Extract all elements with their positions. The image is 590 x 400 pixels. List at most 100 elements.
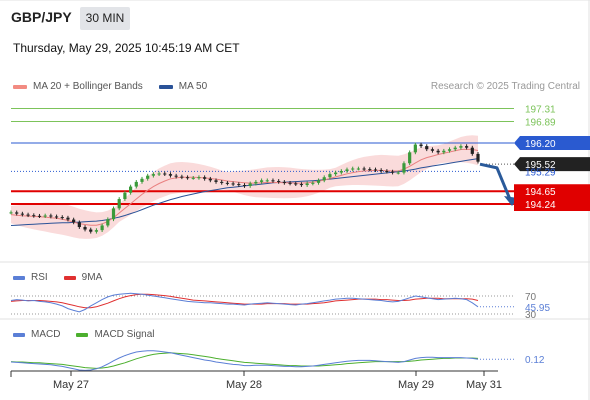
level-label-196.89: 196.89 [525, 118, 556, 129]
candle-body [37, 215, 42, 217]
candle-body [197, 177, 201, 179]
candle-body [299, 184, 304, 186]
level-tag-target [514, 197, 590, 211]
candle-body [151, 174, 155, 176]
ma20-line [10, 148, 479, 226]
candle-body [356, 168, 361, 170]
candle-body [203, 177, 207, 179]
candle-body [146, 175, 150, 179]
candle-body [442, 150, 446, 153]
legend-label: MA 20 + Bollinger Bands [33, 81, 143, 92]
legend-label: MACD [31, 329, 61, 340]
candle-body [339, 171, 343, 173]
candle-body [282, 181, 286, 183]
candle-body [180, 176, 184, 178]
candle-body [254, 181, 258, 184]
candle-body [385, 171, 389, 173]
candle-body [191, 177, 195, 179]
legend-item-macd: MACD [13, 329, 60, 340]
candle-body [94, 230, 99, 232]
candle-body [83, 227, 87, 230]
candle-body [174, 175, 178, 177]
candle-body [72, 219, 76, 223]
candle-body [26, 214, 30, 216]
candle-body [248, 183, 252, 186]
candle-body [259, 180, 264, 182]
candle-body [54, 216, 59, 218]
candle-body [157, 173, 161, 175]
level-label-197.31: 197.31 [525, 104, 556, 115]
legend-item-9ma: 9MA [63, 272, 103, 283]
candle-body [32, 215, 36, 217]
level-label-194.65: 194.65 [525, 187, 556, 198]
candle-body [43, 215, 47, 217]
legend-swatch [158, 84, 173, 89]
candle-body [345, 169, 349, 172]
candle-body [311, 182, 315, 184]
candle-body [430, 149, 435, 151]
candle-body [322, 177, 326, 181]
candle-body [368, 169, 372, 171]
candle-body [168, 174, 173, 176]
candle-body [60, 217, 64, 219]
candle-body [15, 212, 19, 214]
candle-body [470, 147, 474, 154]
candle-body [225, 182, 230, 184]
candle-body [140, 178, 144, 182]
candle-body [100, 225, 104, 231]
candle-body [413, 144, 417, 153]
rsi-label-70: 70 [525, 292, 537, 303]
candle-body [208, 178, 212, 181]
candle-body [351, 168, 355, 170]
x-tick-label: May 31 [466, 379, 502, 391]
candle-body [89, 229, 93, 232]
candle-body [117, 199, 121, 209]
legend-item-macd-signal: MACD Signal [76, 329, 154, 340]
legend-item-rsi: RSI [13, 272, 48, 283]
candle-body [237, 184, 241, 186]
level-label-195.29: 195.29 [525, 167, 556, 178]
legend-swatch [76, 332, 89, 337]
candle-body [123, 192, 127, 200]
level-tag-pivot [514, 136, 590, 150]
x-tick-label: May 28 [226, 379, 262, 391]
candle-body [425, 146, 429, 150]
timeframe-button[interactable]: 30 MIN [80, 7, 130, 30]
candle-body [220, 181, 224, 183]
candle-body [459, 146, 463, 148]
candle-body [49, 215, 53, 217]
rsi-current-label: 45.95 [525, 303, 550, 314]
level-label-196.20: 196.20 [525, 139, 556, 150]
candle-body [362, 168, 366, 170]
level-label-195.52: 195.52 [525, 160, 556, 171]
legend-label: MA 50 [178, 81, 208, 92]
macd-current-label: 0.12 [525, 355, 545, 366]
candle-body [419, 144, 423, 147]
candle-body [106, 219, 110, 226]
candle-body [465, 146, 469, 148]
legend-swatch [13, 332, 25, 337]
legend-swatch [13, 275, 25, 280]
candle-body [271, 180, 275, 182]
candle-body [134, 181, 138, 187]
macd-signal-line [10, 352, 479, 369]
level-tag-target [514, 184, 590, 199]
candle-body [402, 163, 406, 173]
candle-body [436, 150, 440, 153]
candle-body [390, 171, 395, 173]
rsi-legend: RSI 9MA [13, 272, 118, 283]
legend-swatch [13, 84, 27, 89]
candle-body [316, 180, 321, 183]
candle-body [77, 222, 81, 228]
candle-body [163, 173, 167, 175]
credit-text: Research © 2025 Trading Central [430, 81, 580, 92]
candle-body [305, 183, 309, 186]
candle-body [476, 153, 480, 162]
legend-label: 9MA [81, 272, 103, 283]
candle-body [185, 177, 190, 179]
candle-body [288, 182, 292, 184]
level-label-194.24: 194.24 [525, 200, 556, 211]
candle-body [277, 180, 281, 182]
main-legend: MA 20 + Bollinger Bands MA 50 [13, 81, 223, 92]
